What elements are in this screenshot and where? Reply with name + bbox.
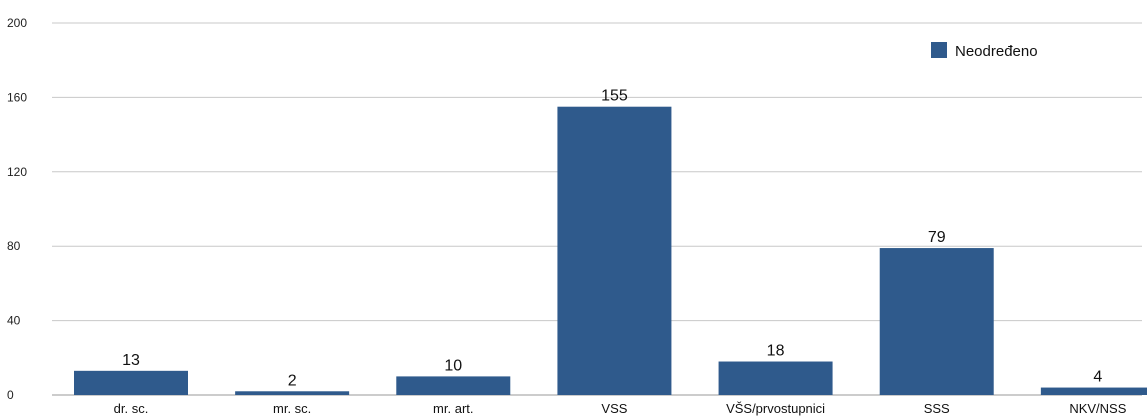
data-labels: 13 2 10 155 18 79 4 (122, 88, 1102, 390)
data-label: 79 (928, 229, 946, 246)
x-tick-label: mr. art. (433, 401, 473, 416)
bar (1040, 387, 1147, 395)
bar (235, 391, 350, 395)
data-label: 4 (1093, 369, 1102, 386)
x-tick-label: VŠS/prvostupnici (726, 401, 825, 416)
bars (74, 106, 1147, 395)
x-axis-categories: dr. sc. mr. sc. mr. art. VSS VŠS/prvostupnic… (114, 401, 1127, 416)
x-tick-label: NKV/NSS (1069, 401, 1126, 416)
y-axis-ticks: 0 40 80 120 160 200 (7, 16, 27, 402)
data-label: 13 (122, 352, 140, 369)
y-tick-label: 160 (7, 90, 27, 104)
y-tick-label: 200 (7, 16, 27, 30)
x-tick-label: dr. sc. (114, 401, 149, 416)
bar (718, 361, 833, 395)
legend-swatch (931, 42, 947, 58)
data-label: 10 (444, 357, 462, 374)
legend: Neodređeno (931, 42, 1038, 60)
bar (557, 106, 672, 395)
data-label: 2 (288, 372, 297, 389)
bar (74, 370, 188, 395)
y-tick-label: 40 (7, 314, 21, 328)
x-tick-label: mr. sc. (273, 401, 311, 416)
x-tick-label: VSS (601, 401, 627, 416)
y-tick-label: 120 (7, 165, 27, 179)
y-tick-label: 80 (7, 239, 21, 253)
bar (396, 376, 511, 395)
data-label: 18 (767, 343, 785, 360)
x-tick-label: SSS (924, 401, 950, 416)
bar (879, 248, 994, 395)
legend-label: Neodređeno (955, 43, 1038, 60)
data-label: 155 (601, 88, 628, 105)
y-tick-label: 0 (7, 388, 14, 402)
